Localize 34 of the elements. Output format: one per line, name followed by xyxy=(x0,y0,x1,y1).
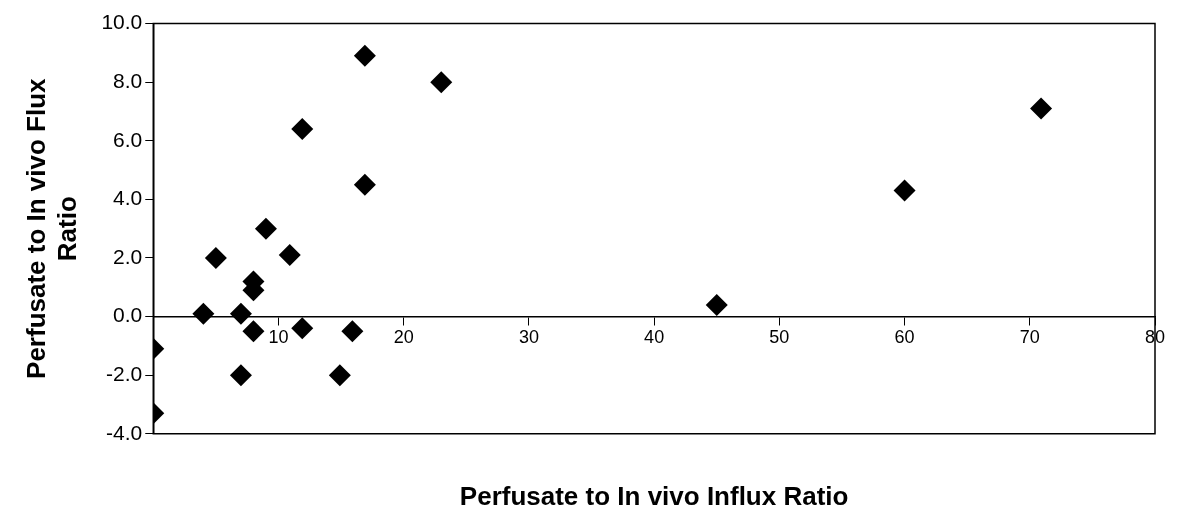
point xyxy=(353,173,376,196)
x-tick-label: 70 xyxy=(1019,327,1040,348)
x-tick-label: 50 xyxy=(769,327,790,348)
point xyxy=(705,293,728,316)
point xyxy=(254,217,277,240)
x-tick-label: 10 xyxy=(268,327,289,348)
y-tick-label: -2.0 xyxy=(106,362,143,385)
y-tick-label: 0.0 xyxy=(113,303,143,327)
y-tick-label: 6.0 xyxy=(113,127,143,151)
y-tick-label: -4.0 xyxy=(106,420,143,444)
point xyxy=(229,364,252,387)
point xyxy=(341,320,364,343)
point xyxy=(242,320,265,343)
x-tick-label: 30 xyxy=(518,327,539,348)
point xyxy=(1030,97,1053,120)
point xyxy=(192,302,215,325)
point xyxy=(353,44,376,67)
y-tick-label: 10.0 xyxy=(101,10,143,34)
point xyxy=(204,247,227,269)
point xyxy=(278,244,301,267)
y-tick-label: 2.0 xyxy=(113,244,143,268)
x-axis-title: Perfusate to In vivo Influx Ratio xyxy=(459,480,849,511)
point xyxy=(328,364,351,387)
x-tick-label: 60 xyxy=(894,327,915,348)
point xyxy=(291,317,314,340)
x-tick-label: 20 xyxy=(393,327,414,348)
point xyxy=(229,302,252,325)
point xyxy=(430,71,453,94)
y-tick-label: 4.0 xyxy=(113,186,143,210)
y-axis-title: Perfusate to In vivo Flux Ratio xyxy=(20,77,82,379)
x-tick-label: 40 xyxy=(644,327,665,348)
y-tick-label: 8.0 xyxy=(113,69,143,92)
point xyxy=(291,118,314,141)
point xyxy=(893,179,916,202)
